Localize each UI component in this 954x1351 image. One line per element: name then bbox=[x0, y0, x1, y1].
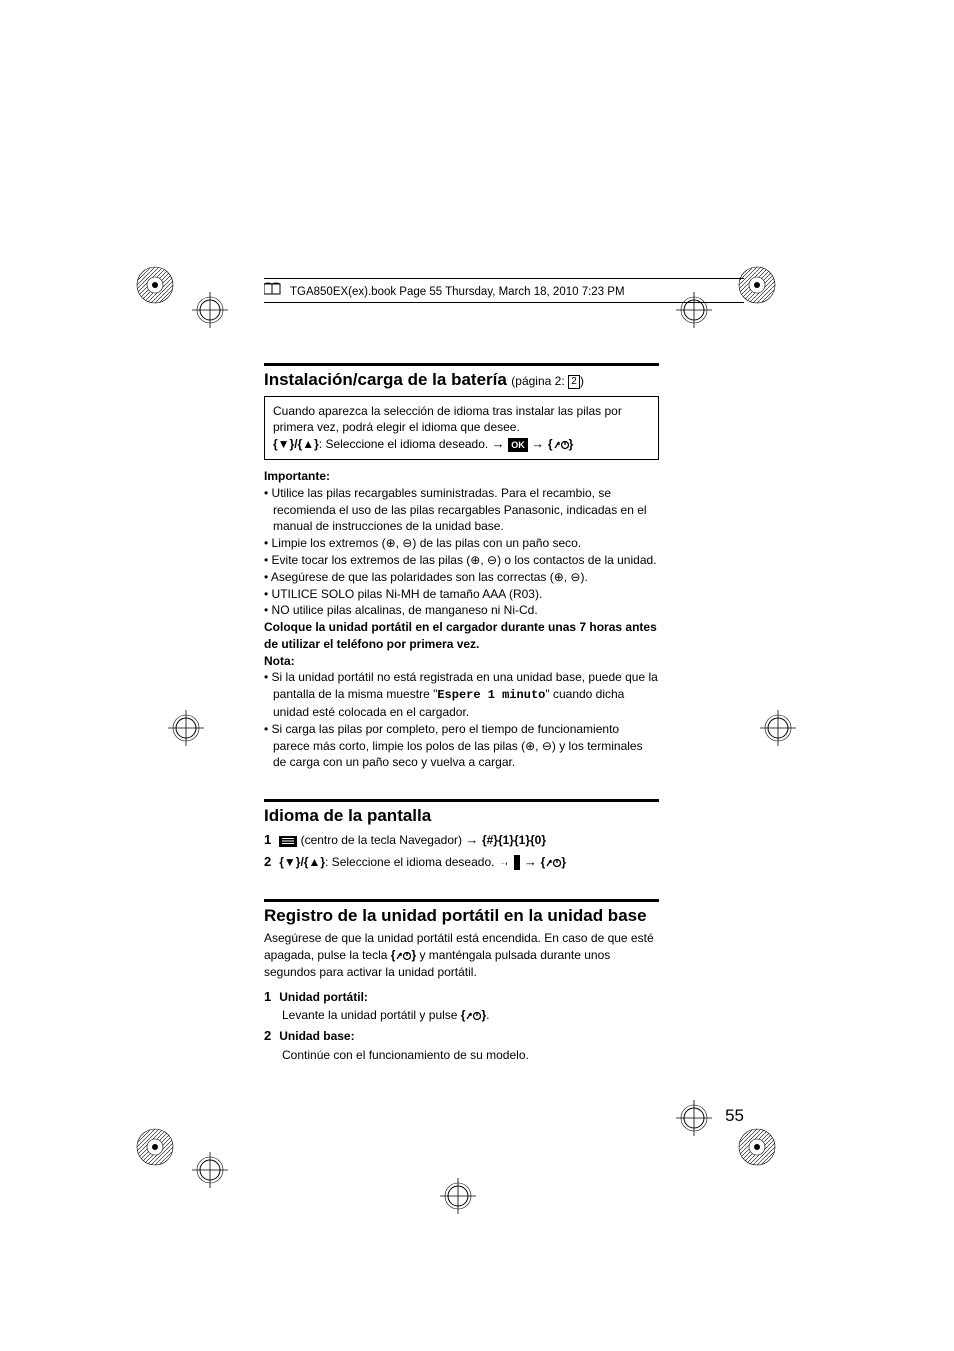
list-item: Evite tocar los extremos de las pilas (⊕… bbox=[264, 552, 659, 569]
step-text: : Seleccione el idioma deseado. bbox=[325, 855, 498, 869]
regmark-cross-icon bbox=[440, 1178, 476, 1214]
section-title-row: Instalación/carga de la batería (página … bbox=[264, 370, 744, 390]
step-text: Levante la unidad portátil y pulse bbox=[282, 1008, 461, 1022]
list-item: Si la unidad portátil no está registrada… bbox=[264, 669, 659, 720]
list-item: 1 Unidad portátil: Levante la unidad portá… bbox=[264, 987, 659, 1025]
list-item: Si carga las pilas por completo, pero el… bbox=[264, 721, 659, 771]
arrow-icon: → bbox=[520, 854, 540, 869]
step-text: (centro de la tecla Navegador) bbox=[297, 833, 465, 847]
regmark-cross-icon bbox=[192, 292, 228, 328]
step-number: 1 bbox=[264, 832, 271, 847]
list-item: Asegúrese de que las polaridades son las… bbox=[264, 569, 659, 586]
section-registration: Registro de la unidad portátil en la uni… bbox=[264, 899, 744, 1063]
list-item: NO utilice pilas alcalinas, de manganeso… bbox=[264, 602, 659, 619]
nota-label: Nota: bbox=[264, 653, 659, 670]
nav-keys: {▼}/{▲} bbox=[273, 437, 319, 451]
power-key: {} bbox=[391, 948, 416, 962]
section-rule bbox=[264, 363, 659, 366]
list-item: Limpie los extremos (⊕, ⊖) de las pilas … bbox=[264, 535, 659, 552]
section-title: Instalación/carga de la batería bbox=[264, 370, 507, 389]
section-rule bbox=[264, 799, 659, 802]
page-ref-icon: 2 bbox=[568, 375, 580, 389]
box-instruction: {▼}/{▲}: Seleccione el idioma deseado. →… bbox=[273, 435, 650, 453]
list-item: 1 (centro de la tecla Navegador) → {#}{1… bbox=[264, 830, 659, 850]
regmark-hatch-icon bbox=[134, 1126, 176, 1168]
key-sequence: {#}{1}{1}{0} bbox=[482, 833, 546, 847]
nota-bullets: Si la unidad portátil no está registrada… bbox=[264, 669, 659, 771]
section-subtitle: (página 2: 2) bbox=[511, 374, 584, 388]
regmark-cross-icon bbox=[676, 292, 712, 328]
page-number: 55 bbox=[725, 1106, 744, 1126]
regmark-cross-icon bbox=[192, 1152, 228, 1188]
list-item: UTILICE SOLO pilas Ni-MH de tamaño AAA (… bbox=[264, 586, 659, 603]
section-battery: Instalación/carga de la batería (página … bbox=[264, 363, 744, 771]
select-text: : Seleccione el idioma deseado. bbox=[319, 437, 492, 451]
section-rule bbox=[264, 899, 659, 902]
language-info-box: Cuando aparezca la selección de idioma t… bbox=[264, 396, 659, 460]
section-title: Idioma de la pantalla bbox=[264, 806, 431, 825]
regmark-cross-icon bbox=[676, 1100, 712, 1136]
registration-steps: 1 Unidad portátil: Levante la unidad portá… bbox=[264, 987, 659, 1064]
power-key: {} bbox=[461, 1008, 486, 1022]
ok-icon: OK bbox=[508, 438, 528, 452]
nav-keys: {▼}/{▲} bbox=[279, 855, 325, 869]
list-item: 2{▼}/{▲}: Seleccione el idioma deseado. … bbox=[264, 852, 659, 872]
step-number: 2 bbox=[264, 1028, 271, 1043]
section-title: Registro de la unidad portátil en la uni… bbox=[264, 906, 647, 925]
list-item: Utilice las pilas recargables suministra… bbox=[264, 485, 659, 535]
header-filename: TGA850EX(ex).book Page 55 Thursday, Marc… bbox=[290, 286, 625, 298]
step-number: 2 bbox=[264, 854, 271, 869]
box-text: Cuando aparezca la selección de idioma t… bbox=[273, 403, 650, 435]
regmark-hatch-icon bbox=[736, 1126, 778, 1168]
subtitle-prefix: (página 2: bbox=[511, 374, 568, 388]
book-icon bbox=[264, 282, 282, 301]
arrow-icon: → bbox=[492, 436, 509, 451]
power-key: {} bbox=[548, 437, 573, 451]
step-label: Unidad portátil: bbox=[279, 990, 368, 1004]
menu-icon bbox=[279, 836, 297, 847]
power-key: {} bbox=[541, 855, 566, 869]
page-content: TGA850EX(ex).book Page 55 Thursday, Marc… bbox=[264, 282, 744, 1066]
subtitle-suffix: ) bbox=[580, 374, 584, 388]
step-text: Continúe con el funcionamiento de su mod… bbox=[282, 1048, 529, 1062]
list-item: 2 Unidad base: Continúe con el funcionamie… bbox=[264, 1026, 659, 1064]
mono-text: Espere 1 minuto bbox=[437, 688, 545, 702]
step-number: 1 bbox=[264, 989, 271, 1004]
regmark-hatch-icon bbox=[736, 264, 778, 306]
regmark-hatch-icon bbox=[134, 264, 176, 306]
arrow-icon: → bbox=[528, 436, 548, 451]
regmark-cross-icon bbox=[168, 710, 204, 746]
regmark-cross-icon bbox=[760, 710, 796, 746]
step-label: Unidad base: bbox=[279, 1029, 354, 1043]
header-rule bbox=[264, 278, 744, 279]
important-label: Importante: bbox=[264, 468, 659, 485]
arrow-icon: → bbox=[465, 832, 482, 847]
charge-instruction: Coloque la unidad portátil en el cargado… bbox=[264, 619, 659, 653]
page-header: TGA850EX(ex).book Page 55 Thursday, Marc… bbox=[264, 282, 744, 301]
section-language: Idioma de la pantalla 1 (centro de la te… bbox=[264, 799, 744, 871]
language-steps: 1 (centro de la tecla Navegador) → {#}{1… bbox=[264, 830, 659, 871]
registration-intro: Asegúrese de que la unidad portátil está… bbox=[264, 930, 659, 980]
important-bullets: Utilice las pilas recargables suministra… bbox=[264, 485, 659, 619]
